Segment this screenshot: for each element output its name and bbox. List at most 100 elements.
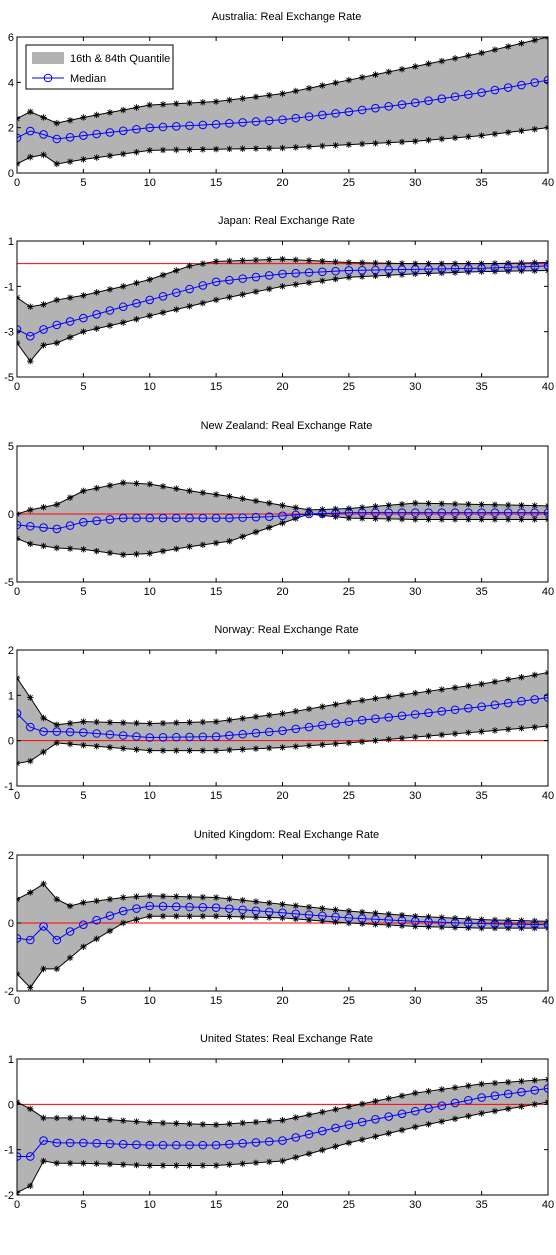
lower-quantile-marker [199, 541, 207, 549]
y-tick-label: -5 [4, 577, 14, 589]
upper-quantile-marker [80, 292, 87, 299]
median-marker [145, 123, 155, 132]
median-marker [344, 717, 354, 726]
median-marker [198, 513, 208, 523]
median-marker [145, 1140, 155, 1150]
upper-quantile-marker [27, 506, 34, 514]
median-marker [132, 732, 141, 741]
x-tick-label: 35 [476, 1199, 488, 1211]
upper-quantile-marker [412, 689, 419, 697]
lower-quantile-marker [226, 746, 233, 754]
lower-quantile-marker [212, 146, 220, 153]
upper-quantile-marker [66, 1114, 74, 1122]
median-marker [490, 919, 500, 929]
median-marker [291, 268, 301, 278]
y-tick-label: -1 [4, 281, 14, 293]
upper-quantile-marker [120, 106, 127, 114]
upper-quantile-marker [120, 894, 127, 901]
median-marker [410, 917, 420, 926]
x-tick-label: 35 [476, 586, 488, 598]
median-marker [291, 1133, 301, 1142]
upper-quantile-marker [345, 1103, 353, 1110]
upper-quantile-marker [478, 501, 485, 508]
y-tick-label: 2 [8, 850, 14, 862]
x-tick-label: 25 [343, 381, 355, 393]
upper-quantile-marker [106, 286, 114, 293]
lower-quantile-marker [27, 540, 34, 548]
lower-quantile-marker [212, 296, 220, 304]
lower-quantile-marker [133, 550, 140, 558]
upper-quantile-marker [53, 721, 61, 728]
lower-quantile-marker [146, 913, 153, 920]
upper-quantile-marker [398, 501, 406, 508]
lower-quantile-marker [146, 1162, 153, 1169]
upper-quantile-marker [239, 715, 246, 722]
median-marker [39, 922, 48, 931]
lower-quantile-marker [385, 272, 392, 279]
x-tick-label: 5 [80, 790, 86, 802]
upper-quantile-marker [80, 899, 87, 906]
x-tick-label: 35 [476, 790, 488, 802]
lower-quantile-marker [106, 549, 114, 557]
upper-quantile-marker [239, 495, 246, 502]
lower-quantile-marker [491, 727, 499, 734]
median-marker [39, 325, 48, 334]
upper-quantile-marker [106, 896, 114, 903]
median-marker [291, 510, 301, 520]
plot-area [17, 880, 548, 991]
upper-quantile-marker [212, 98, 220, 105]
median-marker [318, 509, 327, 518]
lower-quantile-marker [66, 334, 74, 341]
upper-quantile-marker [199, 99, 207, 106]
lower-quantile-marker [504, 726, 512, 733]
upper-quantile-marker [40, 1114, 47, 1122]
upper-quantile-marker [199, 1121, 207, 1128]
upper-quantile-marker [66, 294, 74, 301]
upper-quantile-marker [133, 480, 140, 487]
median-marker [331, 508, 340, 518]
lower-quantile-marker [292, 743, 299, 750]
upper-quantile-marker [518, 674, 525, 681]
upper-quantile-marker [345, 259, 353, 266]
lower-quantile-marker [305, 143, 313, 150]
y-tick-label: -5 [4, 372, 14, 384]
upper-quantile-marker [173, 267, 180, 274]
median-marker [225, 904, 234, 914]
x-tick-label: 30 [409, 177, 421, 189]
upper-quantile-marker [332, 1106, 339, 1113]
lower-quantile-marker [358, 1136, 366, 1143]
lower-quantile-marker [120, 745, 127, 752]
median-marker [477, 702, 486, 711]
median-marker [65, 317, 75, 326]
median-marker [397, 508, 407, 517]
lower-quantile-marker [279, 1157, 286, 1165]
upper-quantile-marker [531, 37, 538, 44]
upper-quantile-marker [120, 479, 127, 486]
upper-quantile-marker [173, 1120, 180, 1127]
median-marker [503, 698, 513, 708]
lower-quantile-marker [305, 742, 313, 749]
upper-quantile-marker [412, 63, 419, 70]
lower-quantile-marker [226, 294, 233, 301]
x-tick-label: 5 [80, 177, 86, 189]
y-tick-label: 0 [8, 168, 14, 180]
lower-quantile-marker [199, 747, 207, 754]
upper-quantile-marker [133, 1118, 140, 1125]
lower-quantile-marker [385, 921, 392, 929]
lower-quantile-marker [504, 129, 512, 136]
upper-quantile-marker [80, 718, 87, 725]
x-tick-label: 35 [476, 177, 488, 189]
lower-quantile-marker [40, 151, 47, 159]
x-tick-label: 5 [80, 1199, 86, 1211]
median-marker [331, 719, 340, 728]
median-marker [158, 902, 168, 911]
upper-quantile-marker [173, 893, 180, 900]
lower-quantile-marker [412, 733, 419, 741]
upper-quantile-marker [412, 1089, 419, 1097]
lower-quantile-marker [159, 747, 167, 754]
lower-quantile-marker [186, 1162, 193, 1169]
upper-quantile-marker [305, 903, 313, 911]
x-tick-label: 0 [14, 586, 20, 598]
median-marker [424, 96, 433, 105]
